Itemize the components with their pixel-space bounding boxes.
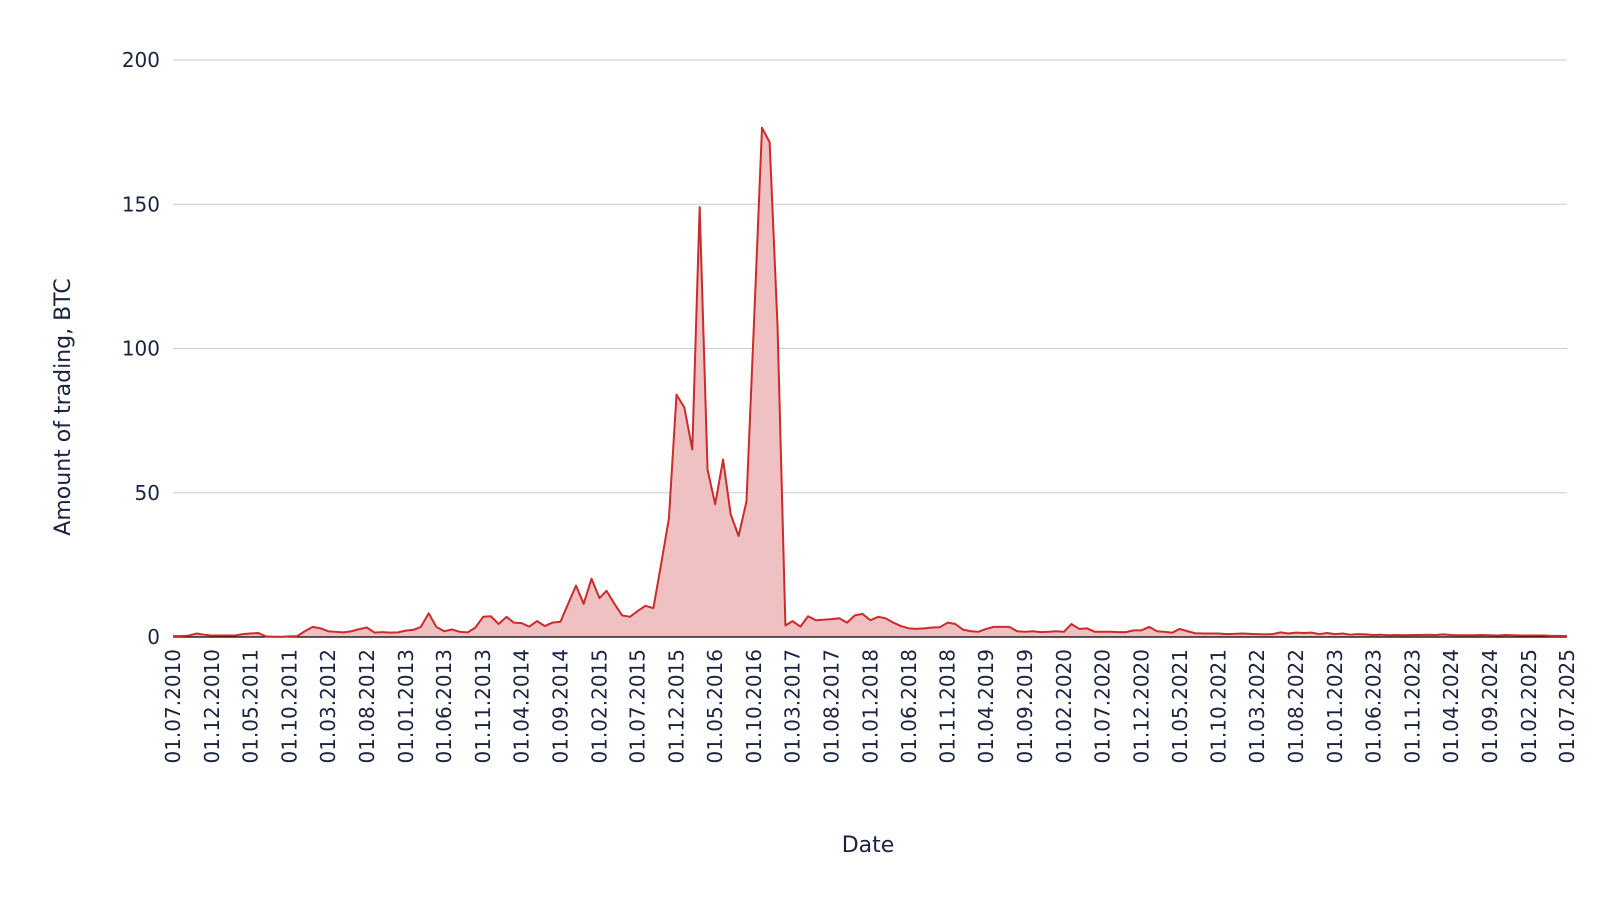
- y-tick-label: 200: [122, 48, 160, 72]
- x-tick-label: 01.09.2024: [1478, 649, 1502, 764]
- x-tick-label: 01.05.2021: [1168, 649, 1192, 764]
- x-tick-label: 01.07.2020: [1090, 649, 1114, 764]
- x-tick-label: 01.12.2015: [665, 649, 689, 764]
- x-tick-label: 01.01.2013: [394, 649, 418, 764]
- x-tick-label: 01.04.2019: [974, 649, 998, 764]
- x-tick-label: 01.07.2025: [1555, 649, 1579, 764]
- y-tick-label: 100: [122, 337, 160, 361]
- x-tick-label: 01.02.2015: [587, 649, 611, 764]
- series-line: [173, 126, 1568, 638]
- x-tick-label: 01.04.2014: [510, 649, 534, 764]
- x-tick-label: 01.03.2017: [781, 649, 805, 764]
- x-tick-label: 01.05.2011: [238, 649, 262, 764]
- y-axis-title: Amount of trading, BTC: [51, 278, 76, 535]
- x-axis-ticks: 01.07.2010 01.12.2010 01.05.2011 01.10.2011…: [161, 649, 1579, 764]
- x-tick-label: 01.04.2024: [1439, 649, 1463, 764]
- x-tick-label: 01.06.2023: [1361, 649, 1385, 764]
- x-tick-label: 01.05.2016: [703, 649, 727, 764]
- x-tick-label: 01.11.2013: [471, 649, 495, 764]
- x-tick-label: 01.07.2010: [161, 649, 185, 764]
- x-tick-label: 01.10.2016: [742, 649, 766, 764]
- x-tick-label: 01.10.2021: [1207, 649, 1231, 764]
- gridlines: [173, 59, 1567, 494]
- x-tick-label: 01.03.2022: [1245, 649, 1269, 764]
- x-tick-label: 01.12.2010: [200, 649, 224, 764]
- x-tick-label: 01.08.2022: [1284, 649, 1308, 764]
- x-tick-label: 01.01.2023: [1323, 649, 1347, 764]
- x-tick-label: 01.10.2011: [277, 649, 301, 764]
- x-tick-label: 01.09.2019: [1013, 649, 1037, 764]
- x-tick-label: 01.02.2020: [1052, 649, 1076, 764]
- x-tick-label: 01.08.2017: [819, 649, 843, 764]
- x-tick-label: 01.09.2014: [548, 649, 572, 764]
- x-tick-label: 01.01.2018: [858, 649, 882, 764]
- y-tick-label: 150: [122, 192, 160, 216]
- x-tick-label: 01.12.2020: [1129, 649, 1153, 764]
- x-tick-label: 01.06.2018: [897, 649, 921, 764]
- x-tick-label: 01.11.2023: [1400, 649, 1424, 764]
- x-axis-title: Date: [842, 833, 895, 858]
- x-tick-label: 01.08.2012: [355, 649, 379, 764]
- x-tick-label: 01.07.2015: [626, 649, 650, 764]
- x-tick-label: 01.11.2018: [936, 649, 960, 764]
- x-tick-label: 01.06.2013: [432, 649, 456, 764]
- y-tick-label: 0: [147, 625, 160, 649]
- x-tick-label: 01.02.2025: [1517, 649, 1541, 764]
- series-group: [173, 126, 1568, 638]
- y-axis-ticks: 0 50 100 150 200: [122, 48, 160, 649]
- y-tick-label: 50: [135, 481, 160, 505]
- x-tick-label: 01.03.2012: [316, 649, 340, 764]
